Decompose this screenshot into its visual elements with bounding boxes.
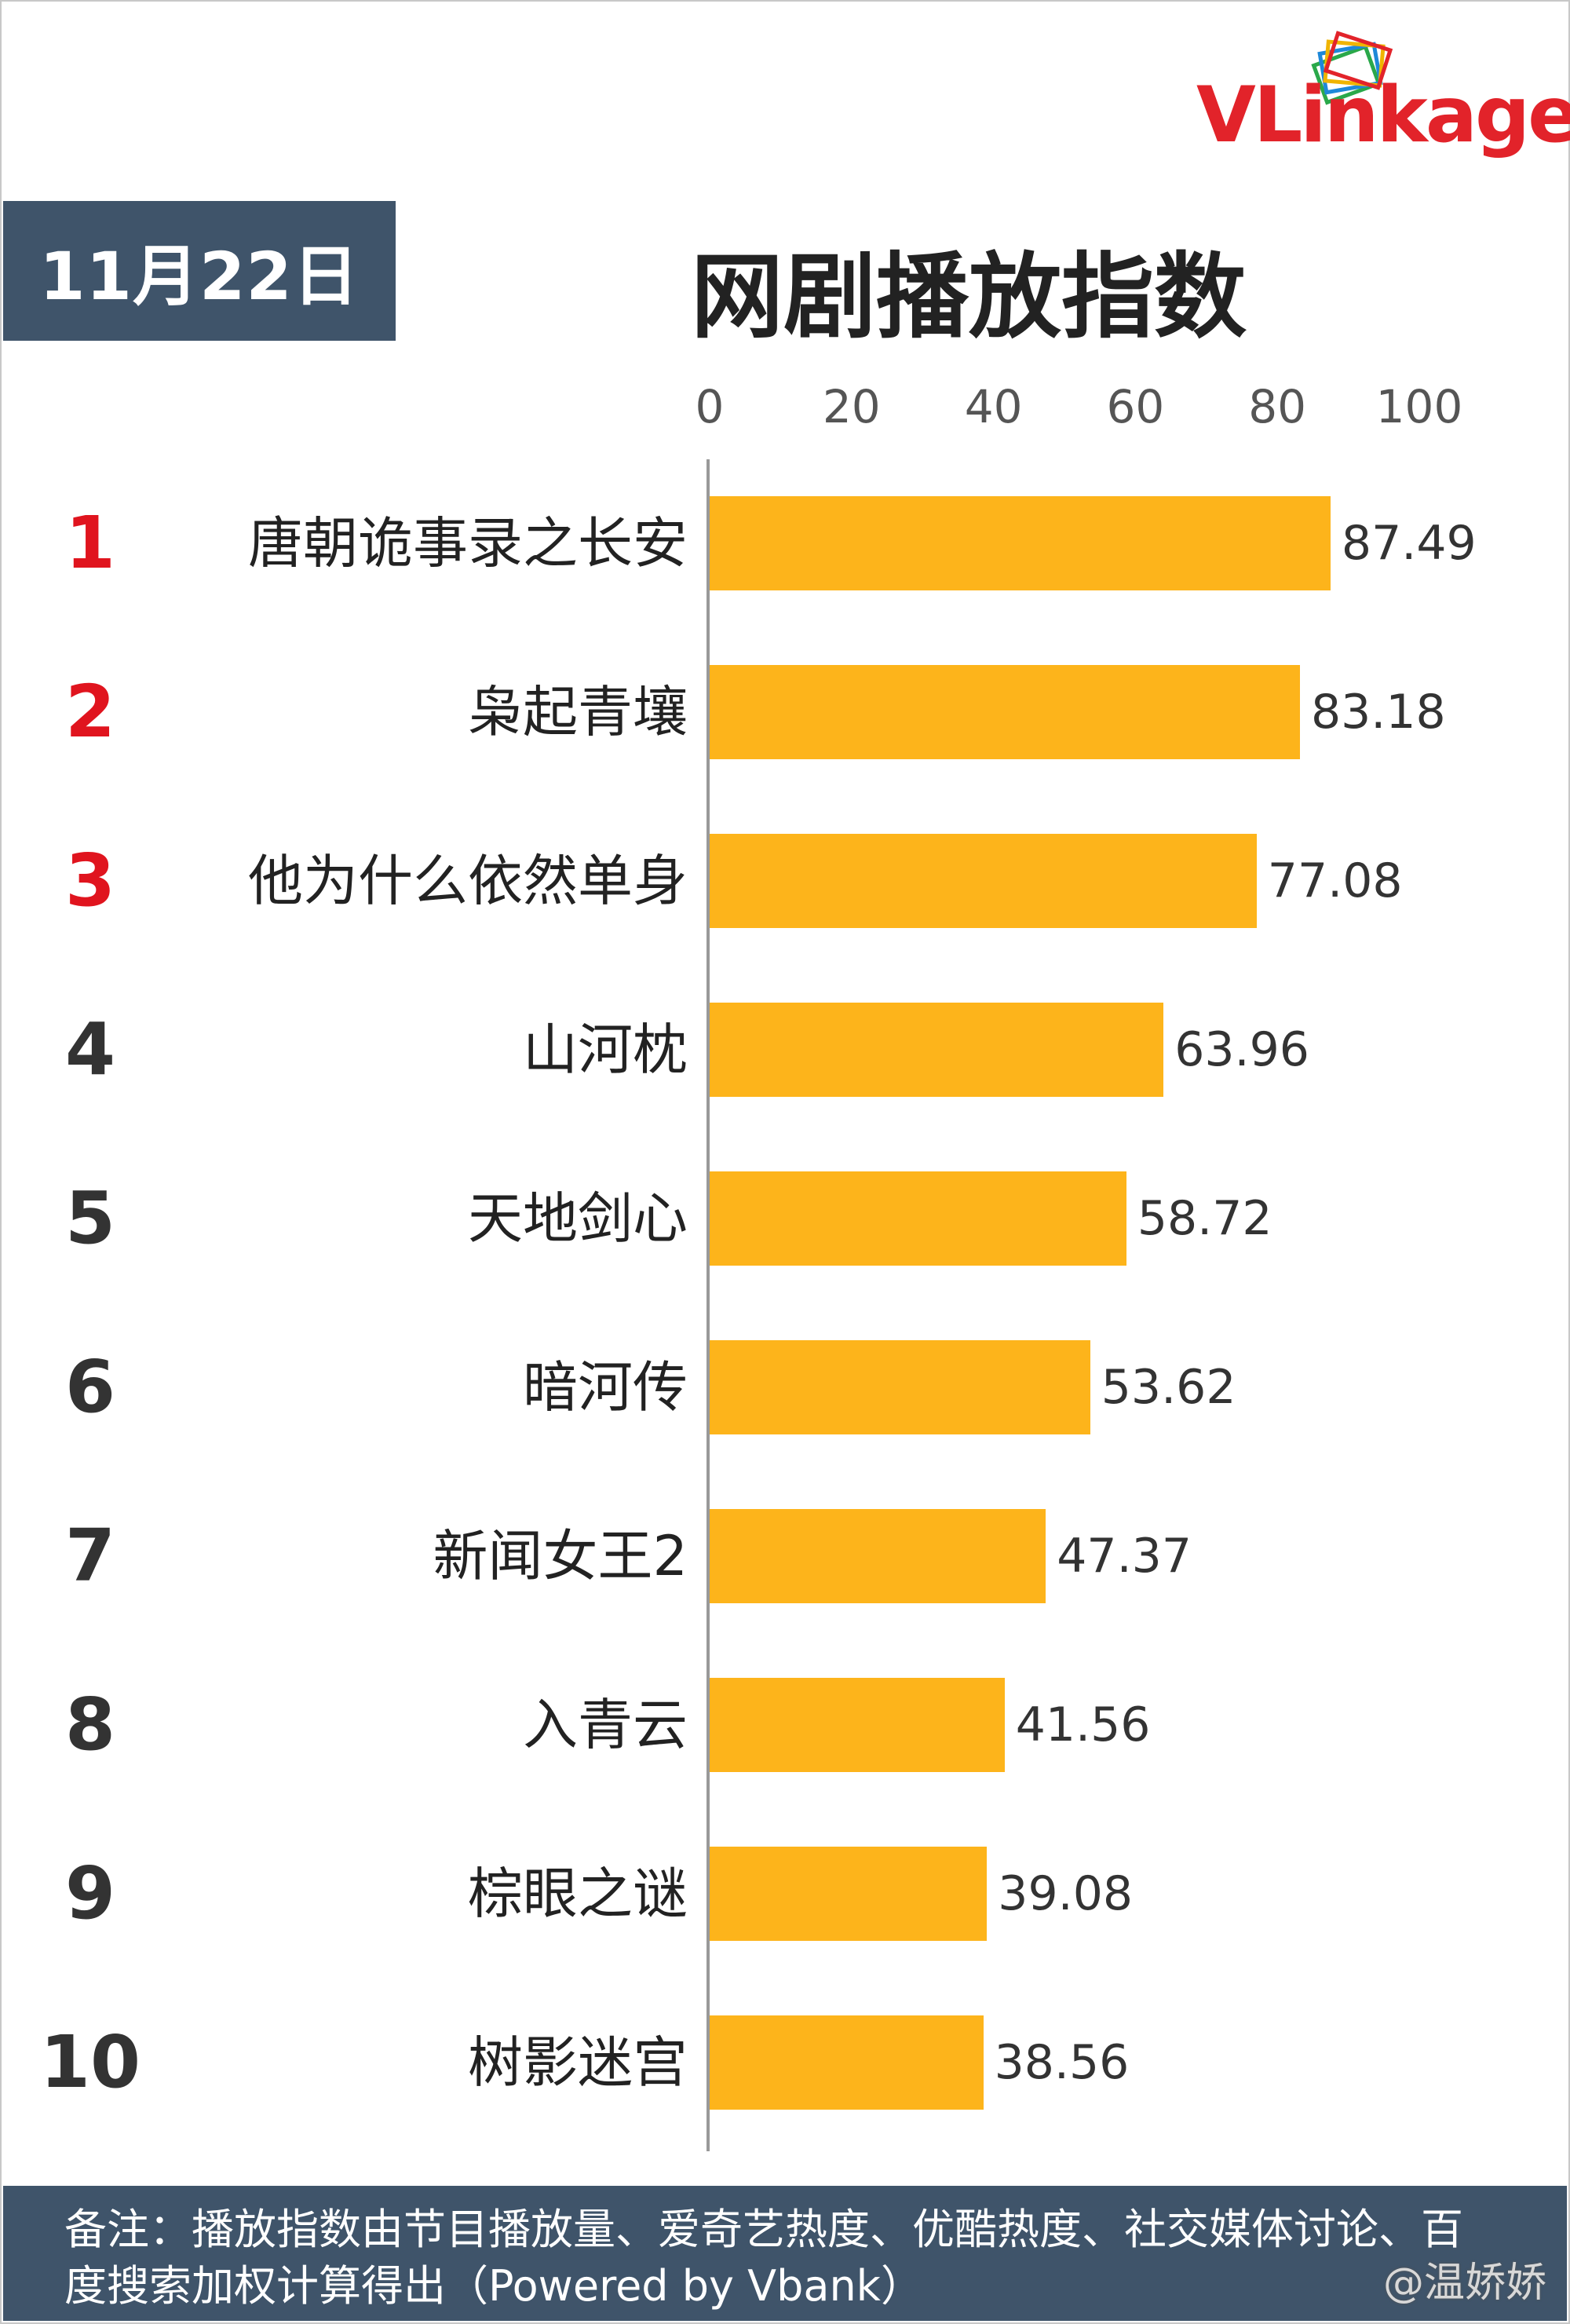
bar-value-label: 58.72: [1137, 1191, 1272, 1246]
rank-number: 4: [64, 1007, 115, 1091]
bar: [710, 1003, 1164, 1097]
rank-number: 10: [39, 2020, 141, 2104]
bar-value-label: 83.18: [1310, 685, 1446, 740]
rank-number: 8: [64, 1683, 115, 1767]
x-tick-label: 40: [964, 380, 1023, 433]
bar-value-label: 77.08: [1267, 853, 1403, 908]
drama-name: 树影迷宫: [468, 2030, 688, 2095]
bar: [710, 665, 1300, 759]
bar: [710, 1847, 988, 1941]
bar: [710, 1678, 1005, 1772]
bar-value-label: 39.08: [998, 1866, 1134, 1921]
bar: [710, 2015, 984, 2110]
logo-cards-icon: [1311, 31, 1393, 105]
bar-value-label: 63.96: [1174, 1022, 1309, 1077]
x-tick-label: 100: [1375, 380, 1463, 433]
rank-number: 2: [64, 670, 115, 754]
rank-number: 7: [64, 1514, 115, 1598]
bar: [710, 1340, 1090, 1434]
bar-value-label: 53.62: [1101, 1360, 1236, 1415]
watermark: @温娇娇: [1382, 2260, 1546, 2307]
vlinkage-logo: VLinkage: [1185, 24, 1570, 181]
bar-value-label: 87.49: [1341, 516, 1477, 571]
chart-title: 网剧播放指数: [691, 243, 1247, 351]
drama-name: 棕眼之谜: [468, 1862, 688, 1926]
x-tick-label: 80: [1248, 380, 1307, 433]
x-tick-label: 20: [822, 380, 881, 433]
drama-name: 新闻女王2: [433, 1524, 688, 1588]
bar-value-label: 47.37: [1057, 1529, 1192, 1584]
drama-name: 天地剑心: [468, 1186, 688, 1251]
rank-number: 9: [64, 1851, 115, 1935]
rank-number: 3: [64, 839, 115, 923]
bar-value-label: 38.56: [994, 2035, 1130, 2090]
bar-value-label: 41.56: [1015, 1697, 1151, 1752]
x-tick-label: 0: [695, 380, 725, 433]
rank-number: 5: [64, 1176, 115, 1260]
x-tick-label: 60: [1106, 380, 1165, 433]
footer-note: 备注：播放指数由节目播放量、爱奇艺热度、优酷热度、社交媒体讨论、百度搜索加权计算…: [64, 2205, 1463, 2311]
rank-number: 1: [64, 501, 115, 585]
date-badge: 11月22日: [3, 201, 396, 341]
bar: [710, 1171, 1126, 1266]
y-axis-line: [706, 459, 710, 2151]
rank-number: 6: [64, 1345, 115, 1429]
logo-wordmark: VLinkage: [1196, 71, 1570, 160]
bar: [710, 834, 1257, 928]
drama-name: 他为什么依然单身: [248, 849, 688, 913]
drama-name: 入青云: [523, 1693, 688, 1757]
bar: [710, 496, 1331, 590]
bar: [710, 1509, 1046, 1603]
drama-name: 唐朝诡事录之长安: [248, 511, 688, 576]
drama-name: 枭起青壤: [468, 680, 688, 744]
drama-name: 暗河传: [523, 1355, 688, 1420]
date-label: 11月22日: [39, 237, 360, 315]
drama-name: 山河枕: [523, 1018, 688, 1082]
footer-note-box: 备注：播放指数由节目播放量、爱奇艺热度、优酷热度、社交媒体讨论、百度搜索加权计算…: [3, 2186, 1567, 2321]
